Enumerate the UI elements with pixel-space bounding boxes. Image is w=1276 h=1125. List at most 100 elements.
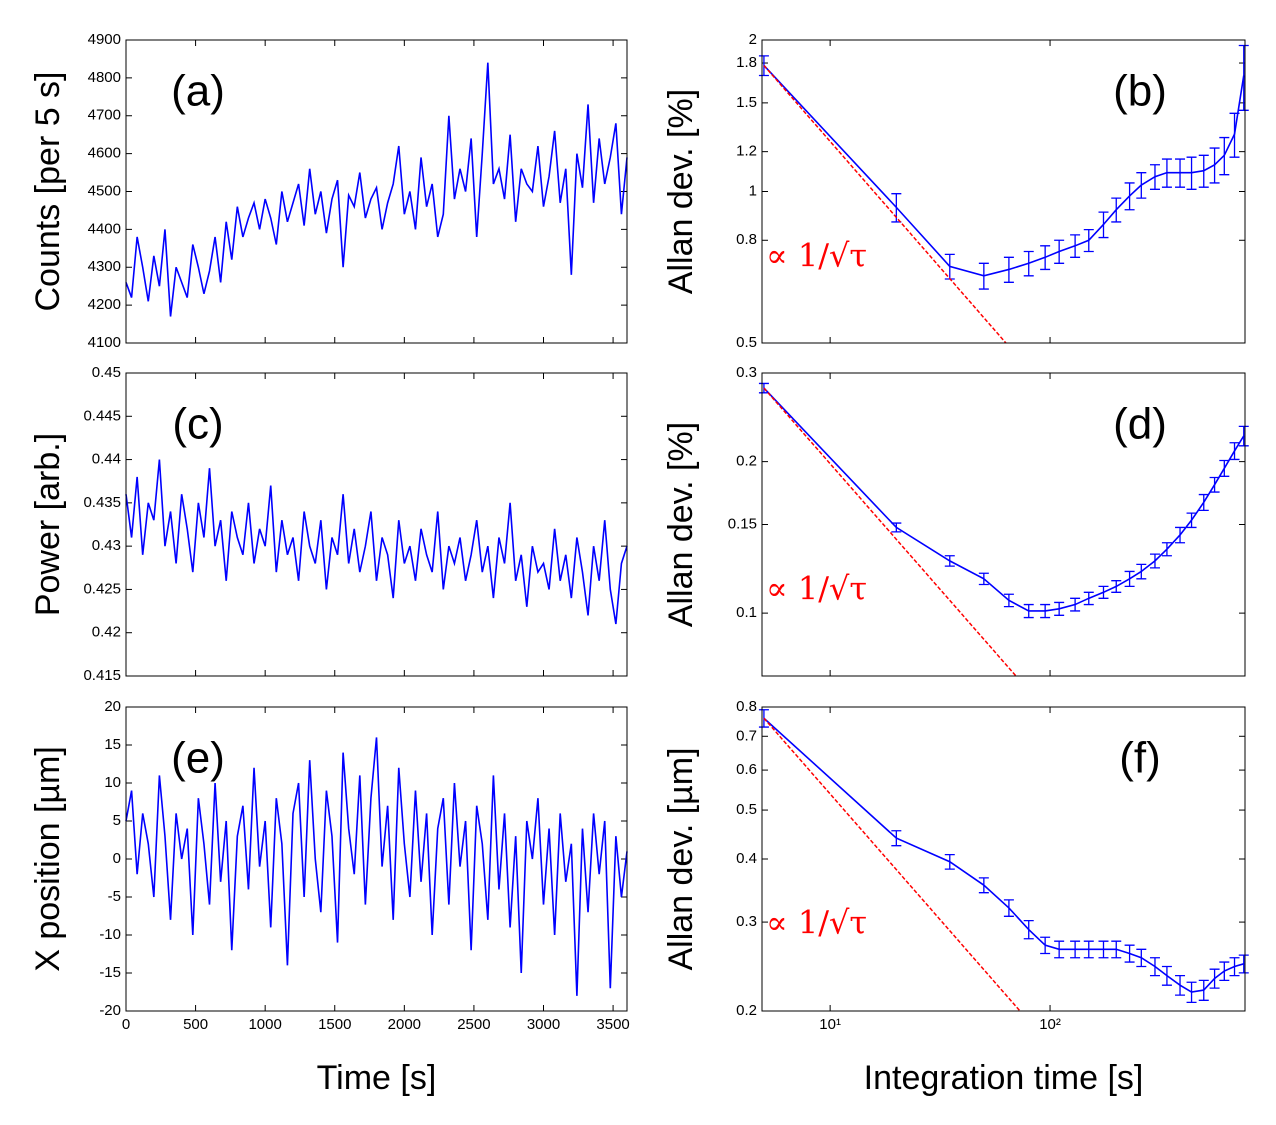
data-line [125, 459, 628, 625]
x-tick-label: 10² [1039, 1016, 1061, 1033]
error-bar [1136, 172, 1147, 199]
error-bar [1023, 919, 1034, 940]
error-bar [1229, 442, 1240, 461]
x-tick-label: 2000 [388, 1016, 421, 1033]
y-tick-label: 4100 [88, 334, 121, 351]
y-tick-label: 4900 [88, 31, 121, 48]
x-tick-label: 10¹ [819, 1016, 841, 1033]
y-tick-label: 0.45 [92, 364, 121, 381]
error-bar [1040, 603, 1051, 619]
y-axis-label: Power [arb.] [29, 433, 67, 616]
error-bar [1054, 940, 1065, 959]
y-tick-label: 15 [104, 736, 121, 753]
panel-label: (a) [171, 67, 225, 116]
panel-label: (c) [172, 400, 223, 449]
annotation: ∝ 1/√τ [766, 570, 867, 608]
error-bar [1124, 944, 1135, 963]
error-bar [1098, 585, 1109, 599]
error-bar [1111, 580, 1122, 593]
plot-area [762, 707, 1245, 1011]
y-tick-label: 0.42 [92, 624, 121, 641]
error-bar [944, 555, 955, 567]
error-bar [1219, 136, 1230, 176]
y-tick-label: 10 [104, 774, 121, 791]
error-bar [1040, 936, 1051, 955]
error-bar [1083, 228, 1094, 253]
panel-label: (d) [1113, 400, 1167, 449]
x-tick-label: 0 [122, 1016, 130, 1033]
error-bar [1149, 553, 1160, 569]
error-bar [1198, 493, 1209, 512]
error-bar [1070, 234, 1081, 258]
x-tick-label: 1000 [248, 1016, 281, 1033]
y-tick-label: 4700 [88, 107, 121, 124]
axes-frame [761, 372, 1246, 677]
data-line [763, 717, 1021, 1012]
y-tick-label: 0.43 [92, 537, 121, 554]
y-tick-label: -10 [99, 926, 121, 943]
y-tick-label: 0.3 [736, 364, 757, 381]
error-bar [1136, 948, 1147, 968]
error-bar [1229, 957, 1240, 977]
y-tick-label: 0.7 [736, 727, 757, 744]
error-bar [978, 572, 989, 586]
error-bar [1209, 968, 1220, 989]
x-axis-label: Time [s] [317, 1059, 437, 1097]
error-bar [1070, 597, 1081, 612]
y-tick-label: 0.5 [736, 801, 757, 818]
x-tick-label: 3000 [527, 1016, 560, 1033]
error-bar [1198, 154, 1209, 188]
error-bar [1186, 156, 1197, 190]
y-axis-label: Counts [per 5 s] [29, 71, 67, 311]
y-axis-label: Allan dev. [µm] [662, 747, 700, 970]
y-tick-label: -20 [99, 1002, 121, 1019]
error-bar [1054, 601, 1065, 616]
annotation: ∝ 1/√τ [766, 904, 867, 942]
error-bar [1124, 182, 1135, 211]
error-bar [1149, 164, 1160, 190]
y-tick-label: 1.5 [736, 94, 757, 111]
plot-area [126, 373, 627, 676]
x-tick-label: 3500 [596, 1016, 629, 1033]
error-bar [978, 877, 989, 894]
plot-area [762, 40, 1245, 343]
y-tick-label: 0 [113, 850, 121, 867]
error-bar [1238, 954, 1249, 974]
x-tick-label: 1500 [318, 1016, 351, 1033]
y-tick-label: 4200 [88, 296, 121, 313]
y-tick-label: 0.415 [83, 667, 121, 684]
y-tick-label: 0.4 [736, 850, 757, 867]
error-bar [1070, 940, 1081, 959]
error-bar [1219, 961, 1230, 982]
error-bar [1175, 158, 1186, 188]
y-tick-label: -5 [108, 888, 121, 905]
error-bar [978, 262, 989, 290]
error-bar [1229, 112, 1240, 158]
data-line [763, 64, 1007, 344]
panel-label: (e) [171, 734, 225, 783]
y-tick-label: 0.6 [736, 761, 757, 778]
error-bar [1083, 940, 1094, 959]
error-bar [1136, 563, 1147, 580]
error-bar [1083, 591, 1094, 606]
plot-area [762, 373, 1245, 676]
error-bar [1111, 197, 1122, 223]
error-bar [1003, 593, 1014, 608]
data-line [763, 387, 1017, 677]
error-bar [1238, 44, 1249, 111]
axes-frame [761, 706, 1246, 1012]
error-bar [1111, 940, 1122, 959]
error-bar [1186, 512, 1197, 529]
y-tick-label: 5 [113, 812, 121, 829]
error-bar [1238, 425, 1249, 447]
axes-frame [125, 372, 628, 677]
error-bar [944, 854, 955, 870]
y-tick-label: 0.435 [83, 494, 121, 511]
y-tick-label: 4800 [88, 69, 121, 86]
y-tick-label: 0.8 [736, 231, 757, 248]
error-bar [1003, 899, 1014, 917]
axes-frame [761, 39, 1246, 344]
y-tick-label: 4400 [88, 220, 121, 237]
y-tick-label: 1 [749, 182, 757, 199]
y-tick-label: 0.425 [83, 580, 121, 597]
